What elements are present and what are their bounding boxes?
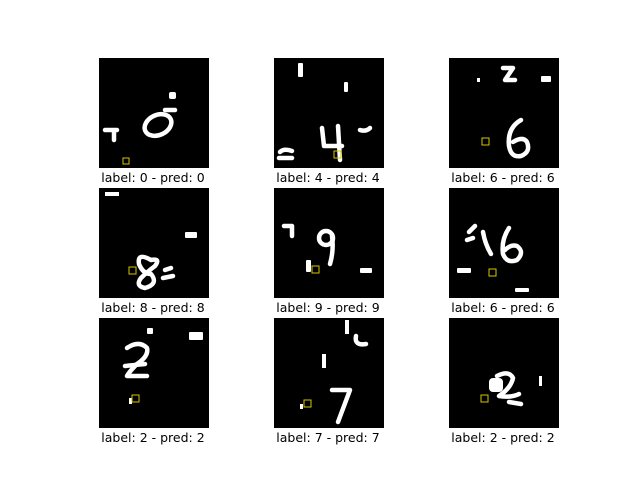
digit-image-0 [102,92,178,165]
image-panel-9 [449,318,559,428]
panel-caption-8: label: 7 - pred: 7 [276,430,380,445]
panel-caption-5: label: 9 - pred: 9 [276,300,380,315]
panel-caption-1: label: 0 - pred: 0 [101,170,205,185]
image-panel-8 [274,318,384,428]
digit-image-8 [105,192,197,291]
panel-caption-9: label: 2 - pred: 2 [451,430,555,445]
digit-image-6 [477,65,551,159]
image-panel-5 [274,188,384,298]
image-panel-6 [449,188,559,298]
panel-caption-2: label: 4 - pred: 4 [276,170,380,185]
image-panel-2 [274,58,384,168]
image-panel-3 [449,58,559,168]
image-panel-4 [99,188,209,298]
panel-caption-7: label: 2 - pred: 2 [101,430,205,445]
panel-caption-3: label: 6 - pred: 6 [451,170,555,185]
digit-image-2b [480,371,542,407]
digit-image-6b [457,223,529,292]
digit-image-2 [122,328,203,404]
image-panel-7 [99,318,209,428]
panel-caption-4: label: 8 - pred: 8 [101,300,205,315]
digit-image-9 [281,223,372,274]
panel-caption-6: label: 6 - pred: 6 [451,300,555,315]
digit-image-7 [300,320,369,425]
image-panel-1 [99,58,209,168]
digit-image-4 [276,63,373,163]
